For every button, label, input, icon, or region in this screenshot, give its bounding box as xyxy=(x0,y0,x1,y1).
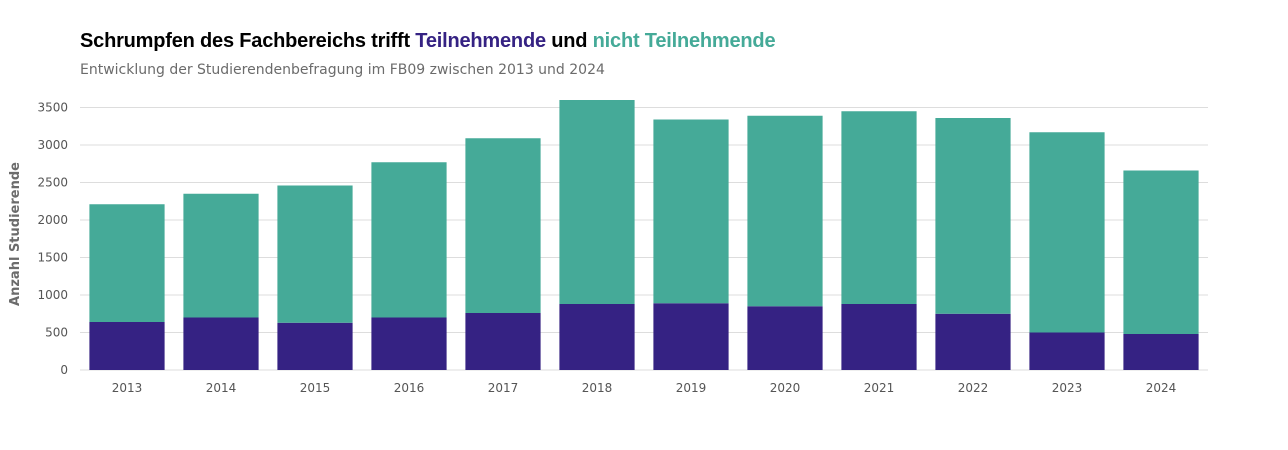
bar-teilnehmende-2021 xyxy=(841,304,917,370)
bar-nicht-teilnehmende-2024 xyxy=(1123,170,1199,334)
y-tick-label: 1500 xyxy=(37,251,68,265)
y-axis-label: Anzahl Studierende xyxy=(8,162,23,306)
x-tick-label: 2016 xyxy=(394,381,425,395)
x-tick-label: 2020 xyxy=(770,381,801,395)
bar-nicht-teilnehmende-2017 xyxy=(465,138,541,313)
bar-nicht-teilnehmende-2021 xyxy=(841,111,917,304)
x-tick-label: 2015 xyxy=(300,381,331,395)
chart-title: Schrumpfen des Fachbereichs trifft Teiln… xyxy=(80,30,776,53)
bar-teilnehmende-2014 xyxy=(183,317,259,370)
bar-teilnehmende-2024 xyxy=(1123,334,1199,370)
bar-nicht-teilnehmende-2020 xyxy=(747,115,823,307)
y-tick-label: 3500 xyxy=(37,101,68,115)
bar-teilnehmende-2023 xyxy=(1029,332,1105,370)
bar-nicht-teilnehmende-2015 xyxy=(277,185,353,323)
bar-nicht-teilnehmende-2022 xyxy=(935,118,1011,314)
bar-nicht-teilnehmende-2016 xyxy=(371,162,447,318)
x-axis-ticks: 2013 2014 2015 2016 2017 2018 2019 2020 2021 2022… xyxy=(112,381,1177,395)
bars xyxy=(89,100,1199,370)
chart-title-series-nicht-teilnehmende: nicht Teilnehmende xyxy=(592,30,776,52)
chart-title-series-teilnehmende: Teilnehmende xyxy=(415,30,546,52)
x-tick-label: 2019 xyxy=(676,381,707,395)
bar-nicht-teilnehmende-2018 xyxy=(559,100,635,304)
bar-teilnehmende-2017 xyxy=(465,313,541,370)
y-tick-label: 3000 xyxy=(37,138,68,152)
bar-teilnehmende-2013 xyxy=(89,322,165,370)
x-tick-label: 2014 xyxy=(206,381,237,395)
y-tick-label: 1000 xyxy=(37,288,68,302)
y-tick-label: 0 xyxy=(60,363,68,377)
x-tick-label: 2017 xyxy=(488,381,519,395)
x-tick-label: 2018 xyxy=(582,381,613,395)
bar-teilnehmende-2020 xyxy=(747,306,823,370)
x-tick-label: 2021 xyxy=(864,381,895,395)
bar-nicht-teilnehmende-2023 xyxy=(1029,132,1105,333)
x-tick-label: 2013 xyxy=(112,381,143,395)
y-tick-label: 2500 xyxy=(37,176,68,190)
y-tick-label: 2000 xyxy=(37,213,68,227)
chart-title-prefix: Schrumpfen des Fachbereichs trifft xyxy=(80,30,416,52)
chart-subtitle: Entwicklung der Studierendenbefragung im… xyxy=(80,62,605,78)
x-tick-label: 2023 xyxy=(1052,381,1083,395)
bar-teilnehmende-2022 xyxy=(935,313,1011,370)
chart-title-connector: und xyxy=(545,30,593,52)
bar-teilnehmende-2016 xyxy=(371,317,447,370)
bar-nicht-teilnehmende-2014 xyxy=(183,193,259,318)
y-axis-ticks: 0 500 1000 1500 2000 2500 3000 3500 xyxy=(37,101,68,378)
y-tick-label: 500 xyxy=(45,326,68,340)
x-tick-label: 2024 xyxy=(1146,381,1177,395)
bar-nicht-teilnehmende-2013 xyxy=(89,204,165,322)
bar-teilnehmende-2015 xyxy=(277,322,353,370)
bar-nicht-teilnehmende-2019 xyxy=(653,119,729,304)
x-tick-label: 2022 xyxy=(958,381,989,395)
bar-teilnehmende-2018 xyxy=(559,304,635,370)
grid-lines xyxy=(80,107,1208,371)
bar-teilnehmende-2019 xyxy=(653,303,729,370)
